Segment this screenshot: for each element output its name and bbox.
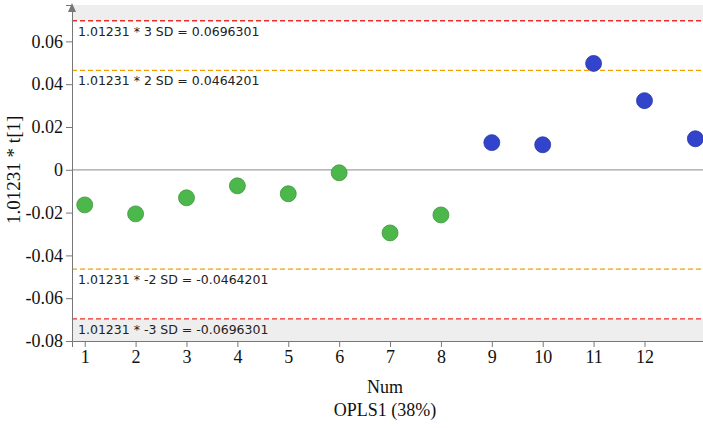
tick-mark bbox=[66, 170, 72, 171]
tick-label: 0.04 bbox=[32, 74, 64, 94]
tick-mark bbox=[66, 213, 72, 214]
tick: -0.08 bbox=[26, 331, 73, 351]
tick: 6 bbox=[335, 341, 344, 367]
tick-label: 3 bbox=[182, 347, 191, 367]
tick-label: 0 bbox=[54, 160, 63, 180]
x-axis: 123456789101112 bbox=[73, 341, 703, 367]
tick-label: 6 bbox=[335, 347, 344, 367]
reference-label: 1.01231 * -2 SD = -0.0464201 bbox=[78, 272, 268, 287]
tick: 7 bbox=[386, 341, 395, 367]
tick-label: 8 bbox=[437, 347, 446, 367]
upper-band bbox=[72, 5, 703, 21]
tick-label: -0.02 bbox=[26, 203, 64, 223]
tick-label: 0.06 bbox=[32, 32, 64, 52]
point bbox=[687, 131, 703, 147]
point bbox=[229, 178, 245, 194]
point bbox=[77, 197, 93, 213]
point bbox=[280, 186, 296, 202]
tick-label: 12 bbox=[636, 347, 654, 367]
point bbox=[382, 225, 398, 241]
reference-line bbox=[72, 20, 703, 21]
tick-label: 7 bbox=[386, 347, 395, 367]
tick-label: -0.04 bbox=[26, 246, 64, 266]
tick: 3 bbox=[182, 341, 191, 367]
point bbox=[433, 207, 449, 223]
tick: 0.06 bbox=[32, 32, 73, 52]
tick: -0.02 bbox=[26, 203, 73, 223]
point bbox=[484, 135, 500, 151]
axis-line bbox=[66, 6, 73, 342]
point bbox=[179, 190, 195, 206]
point bbox=[128, 206, 144, 222]
tick-label: 4 bbox=[233, 347, 242, 367]
tick-label: 0.02 bbox=[32, 117, 64, 137]
tick-label: 1 bbox=[81, 347, 90, 367]
reference-label: 1.01231 * 2 SD = 0.0464201 bbox=[78, 73, 259, 88]
point bbox=[331, 165, 347, 181]
subtitle: OPLS1 (38%) bbox=[334, 400, 437, 421]
tick-mark bbox=[66, 341, 72, 342]
tick-mark bbox=[66, 298, 72, 299]
reference-label: 1.01231 * -3 SD = -0.0696301 bbox=[78, 322, 268, 337]
tick: 0.04 bbox=[32, 74, 73, 94]
tick-mark bbox=[66, 255, 72, 256]
axis-arrow bbox=[68, 3, 76, 12]
tick: 5 bbox=[284, 341, 293, 367]
tick: 10 bbox=[534, 341, 552, 367]
tick: 4 bbox=[233, 341, 242, 367]
tick: 8 bbox=[437, 341, 446, 367]
point bbox=[586, 55, 602, 71]
reference-line bbox=[72, 268, 703, 269]
reference-line bbox=[72, 70, 703, 71]
tick: 2 bbox=[132, 341, 141, 367]
tick: 11 bbox=[585, 341, 602, 367]
tick: 0.02 bbox=[32, 117, 73, 137]
tick-label: 9 bbox=[488, 347, 497, 367]
tick: 1 bbox=[81, 341, 90, 367]
tick-mark bbox=[66, 41, 72, 42]
tick-label: -0.08 bbox=[26, 331, 64, 351]
tick-mark bbox=[66, 127, 72, 128]
tick: -0.04 bbox=[26, 246, 73, 266]
tick: -0.06 bbox=[26, 288, 73, 308]
tick: 12 bbox=[636, 341, 654, 367]
tick-label: -0.06 bbox=[26, 288, 64, 308]
x-axis-title: Num bbox=[367, 377, 403, 397]
tick-label: 11 bbox=[585, 347, 602, 367]
point bbox=[535, 137, 551, 153]
plot-area bbox=[72, 5, 703, 341]
reference-line bbox=[72, 318, 703, 319]
tick-label: 2 bbox=[132, 347, 141, 367]
tick-label: 5 bbox=[284, 347, 293, 367]
reference-label: 1.01231 * 3 SD = 0.0696301 bbox=[78, 24, 259, 39]
tick-label: 10 bbox=[534, 347, 552, 367]
tick: 9 bbox=[488, 341, 497, 367]
chart: 1.01231 * 3 SD = 0.0696301 1.01231 * 2 SD… bbox=[0, 0, 703, 428]
tick: 0 bbox=[54, 160, 72, 180]
reference-line bbox=[72, 169, 703, 170]
y-axis-title: 1.01231 * t[1] bbox=[3, 116, 24, 224]
tick-mark bbox=[66, 84, 72, 85]
y-axis: -0.08 -0.06 -0.04 -0.02 0 0.02 0.04 0.06 bbox=[26, 6, 73, 352]
lower-band bbox=[72, 319, 703, 341]
point bbox=[637, 93, 653, 109]
